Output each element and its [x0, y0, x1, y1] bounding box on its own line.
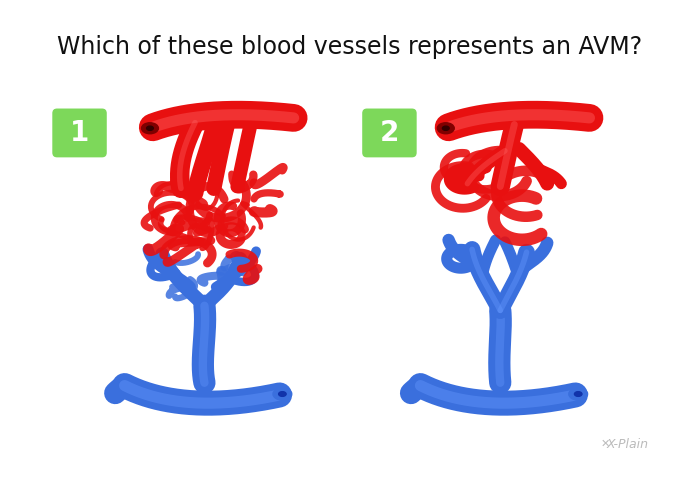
Ellipse shape [146, 126, 153, 131]
Ellipse shape [438, 123, 454, 134]
Ellipse shape [569, 388, 587, 400]
FancyBboxPatch shape [52, 108, 107, 157]
Text: 1: 1 [70, 119, 89, 147]
Text: X-Plain: X-Plain [606, 438, 648, 451]
Text: ✕: ✕ [601, 439, 610, 449]
Text: 2: 2 [380, 119, 399, 147]
Ellipse shape [575, 392, 582, 396]
Ellipse shape [442, 126, 449, 131]
Text: Which of these blood vessels represents an AVM?: Which of these blood vessels represents … [57, 36, 643, 60]
FancyBboxPatch shape [362, 108, 416, 157]
Ellipse shape [279, 392, 286, 396]
Ellipse shape [273, 388, 292, 400]
Ellipse shape [141, 123, 158, 134]
